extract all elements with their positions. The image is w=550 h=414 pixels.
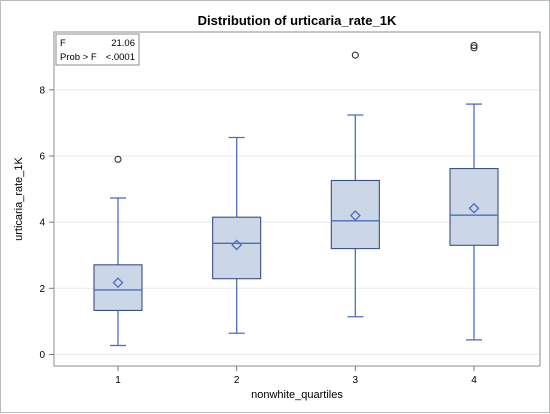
stat-f-label: F: [60, 38, 66, 49]
x-axis: 1 2 3 4: [115, 366, 477, 386]
iqr-box: [330, 179, 380, 250]
y-axis-label: urticaria_rate_1K: [13, 156, 25, 240]
stats-inset-box: [55, 33, 140, 66]
mean-marker: [468, 202, 480, 214]
chart-title: Distribution of urticaria_rate_1K: [198, 13, 397, 28]
iqr-box: [212, 216, 262, 280]
x-tick-label: 2: [234, 375, 240, 386]
box-layer: [93, 42, 499, 347]
box-group-2: [212, 136, 262, 334]
y-tick-label: 0: [39, 350, 45, 361]
y-tick-label: 4: [39, 218, 45, 229]
y-tick-label: 8: [39, 85, 45, 96]
stat-f-value: 21.06: [111, 38, 135, 49]
outlier-point: [470, 42, 478, 50]
box-group-3: [330, 51, 380, 318]
outlier-point: [470, 44, 478, 52]
outlier-point: [351, 51, 359, 59]
mean-marker: [231, 239, 243, 251]
box-group-1: [93, 155, 143, 347]
x-tick-label: 4: [471, 375, 477, 386]
stats-inset: F 21.06 Prob > F <.0001: [55, 33, 140, 66]
x-tick-label: 1: [115, 375, 121, 386]
stat-prob-value: <.0001: [106, 52, 135, 63]
mean-marker: [112, 277, 124, 289]
x-axis-label: nonwhite_quartiles: [251, 389, 343, 401]
y-axis: 0 2 4 6 8: [39, 85, 54, 361]
iqr-box: [449, 168, 499, 246]
y-tick-label: 6: [39, 152, 45, 163]
outlier-point: [114, 155, 122, 163]
mean-marker: [349, 210, 361, 221]
stat-prob-label: Prob > F: [60, 52, 97, 63]
box-group-4: [449, 42, 499, 341]
y-tick-label: 2: [39, 284, 45, 295]
x-tick-label: 3: [353, 375, 359, 386]
